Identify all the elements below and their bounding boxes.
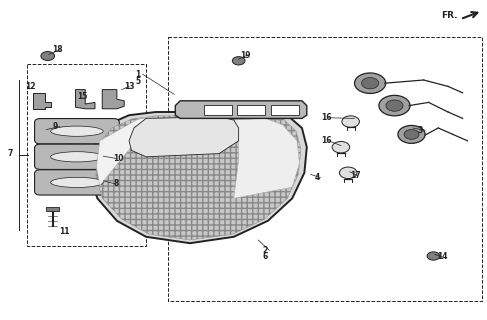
FancyBboxPatch shape	[204, 105, 232, 115]
FancyBboxPatch shape	[35, 118, 119, 144]
Text: 9: 9	[53, 122, 58, 131]
Circle shape	[332, 141, 350, 153]
Polygon shape	[75, 90, 95, 109]
Text: 5: 5	[135, 77, 141, 86]
Polygon shape	[96, 117, 156, 186]
Text: 19: 19	[240, 51, 251, 60]
Text: 8: 8	[113, 180, 119, 188]
Polygon shape	[175, 101, 307, 118]
Text: 1: 1	[135, 70, 141, 79]
FancyBboxPatch shape	[35, 144, 119, 170]
Polygon shape	[90, 112, 307, 243]
Text: 3: 3	[418, 126, 423, 135]
Polygon shape	[96, 116, 301, 240]
Ellipse shape	[51, 177, 103, 188]
Text: 4: 4	[315, 173, 320, 182]
Text: 2: 2	[262, 246, 267, 255]
Ellipse shape	[51, 126, 103, 136]
Circle shape	[404, 130, 419, 139]
FancyBboxPatch shape	[46, 207, 59, 211]
Polygon shape	[234, 118, 300, 198]
Polygon shape	[33, 93, 51, 109]
Text: 17: 17	[350, 171, 360, 180]
Circle shape	[339, 167, 357, 179]
Text: 14: 14	[437, 252, 448, 261]
FancyBboxPatch shape	[35, 170, 119, 195]
Text: 6: 6	[262, 252, 267, 261]
Text: 16: 16	[321, 113, 332, 122]
Polygon shape	[102, 90, 124, 109]
Text: 13: 13	[124, 82, 135, 91]
Circle shape	[355, 73, 386, 93]
Text: 11: 11	[59, 227, 70, 236]
FancyBboxPatch shape	[237, 105, 265, 115]
Circle shape	[427, 252, 440, 260]
Text: 7: 7	[8, 149, 13, 158]
Text: 18: 18	[53, 45, 63, 54]
Text: 16: 16	[321, 136, 332, 145]
Circle shape	[361, 77, 379, 89]
Ellipse shape	[51, 152, 103, 162]
Circle shape	[398, 125, 425, 143]
FancyBboxPatch shape	[271, 105, 299, 115]
Text: 10: 10	[113, 154, 124, 163]
Text: FR.: FR.	[441, 11, 458, 20]
Circle shape	[342, 116, 359, 127]
Circle shape	[379, 95, 410, 116]
Circle shape	[386, 100, 403, 111]
Polygon shape	[129, 117, 239, 157]
Circle shape	[41, 52, 55, 60]
Text: 12: 12	[25, 82, 36, 91]
Text: 15: 15	[77, 92, 87, 101]
Circle shape	[232, 57, 245, 65]
